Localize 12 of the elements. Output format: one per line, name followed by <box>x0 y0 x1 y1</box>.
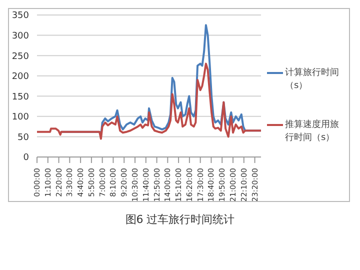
y-tick-label: 100 <box>12 112 30 123</box>
y-tick-label: 300 <box>12 31 30 42</box>
y-tick-label: 50 <box>18 132 30 143</box>
legend-label: 计算旅行时间（s） <box>285 66 340 92</box>
y-tick-label: 250 <box>12 52 30 62</box>
line-series <box>37 62 261 140</box>
y-tick-label: 200 <box>12 72 30 82</box>
text: 图6 过车旅行时间统计 <box>124 212 236 227</box>
y-tick-label: 0 <box>23 153 30 164</box>
y-tick-label: 350 <box>12 11 30 22</box>
legend-label: 推算速度用旅行时间（s） <box>285 118 340 144</box>
y-tick-label: 150 <box>12 92 30 102</box>
